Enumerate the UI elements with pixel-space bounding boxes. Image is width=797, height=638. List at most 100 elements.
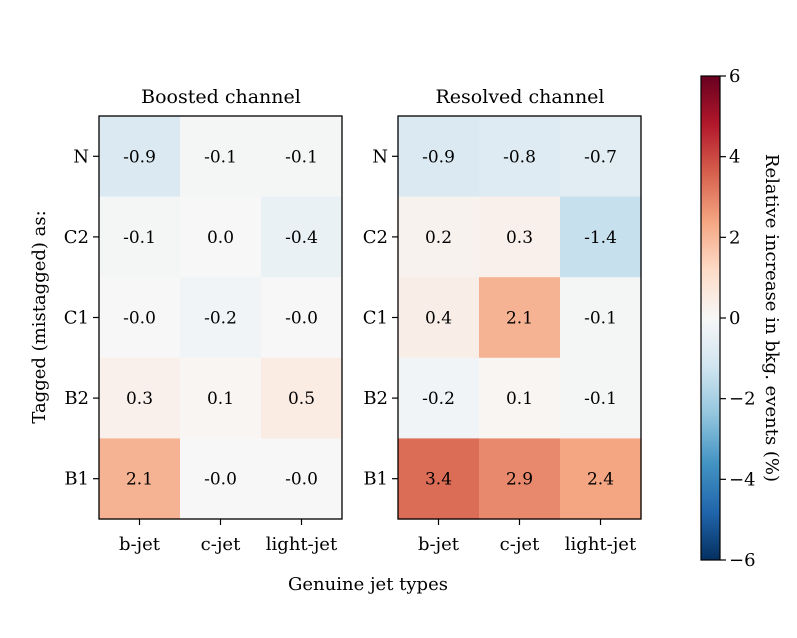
cell-value-label: -0.2: [204, 309, 237, 329]
cell-value-label: -0.1: [285, 147, 318, 167]
boosted-channel-panel: Boosted channel -0.9 -0.1 -0.1-0.1 0.0 -0.4-…: [64, 86, 343, 555]
heatmap-cell: [180, 196, 262, 278]
colorbar-tick-label: 6: [729, 66, 740, 87]
colorbar-tick-label: −2: [729, 389, 756, 410]
heatmap-cell: [180, 438, 262, 520]
cell-value-label: -0.1: [584, 309, 617, 329]
heatmap-cell: [398, 116, 480, 198]
boosted-panel-title: Boosted channel: [141, 86, 301, 108]
heatmap-cell: [261, 116, 343, 198]
x-tick-label: light-jet: [565, 534, 637, 555]
colorbar-fill: [701, 76, 720, 560]
cell-value-label: 2.9: [506, 470, 533, 490]
x-axis-label: Genuine jet types: [288, 574, 448, 595]
cell-value-label: -0.9: [123, 147, 156, 167]
colorbar-label: Relative increase in bkg. events (%): [761, 154, 782, 482]
heatmap-cell: [479, 196, 561, 278]
y-tick-label: C1: [64, 308, 89, 329]
x-tick-label: b-jet: [119, 534, 161, 555]
boosted-cells: -0.9 -0.1 -0.1 -0.1 0.0 -0.4 -0.0 -0.2 -0.0 0.3 0.…: [99, 116, 343, 520]
heatmap-cell: [560, 357, 642, 439]
heatmap-cell: [560, 116, 642, 198]
y-tick-label: C1: [363, 308, 388, 329]
cell-value-label: 0.3: [126, 389, 153, 409]
heatmap-cell: [479, 277, 561, 359]
heatmap-cell: [479, 357, 561, 439]
cell-value-label: -0.2: [422, 389, 455, 409]
cell-value-label: 3.4: [425, 470, 452, 490]
heatmap-cell: [560, 196, 642, 278]
heatmap-cell: [560, 438, 642, 520]
heatmap-cell: [99, 196, 181, 278]
y-tick-label: B2: [64, 388, 89, 409]
cell-value-label: 0.4: [425, 309, 452, 329]
heatmap-cell: [99, 277, 181, 359]
cell-value-label: 2.1: [126, 470, 153, 490]
heatmap-cell: [479, 438, 561, 520]
heatmap-cell: [261, 357, 343, 439]
heatmap-cell: [560, 277, 642, 359]
x-tick-label: b-jet: [418, 534, 460, 555]
heatmap-cell: [99, 438, 181, 520]
cell-value-label: 0.0: [207, 228, 234, 248]
heatmap-cell: [398, 277, 480, 359]
cell-value-label: 2.1: [506, 309, 533, 329]
heatmap-cell: [398, 438, 480, 520]
colorbar-tick-label: −6: [729, 550, 756, 571]
boosted-y-ticks: N C2 C1 B2 B1: [64, 146, 99, 490]
cell-value-label: -0.1: [204, 147, 237, 167]
colorbar-tick-label: 2: [729, 227, 740, 248]
y-tick-label: B1: [64, 469, 89, 490]
x-tick-label: c-jet: [201, 534, 241, 555]
y-tick-label: N: [73, 146, 89, 167]
colorbar-tick-label: 0: [729, 308, 740, 329]
heatmap-cell: [180, 357, 262, 439]
heatmap-cell: [398, 357, 480, 439]
resolved-cells: -0.9 -0.8 -0.7 0.2 0.3 -1.4 0.4 2.1 -0.1 -0.2 0.1 -…: [398, 116, 642, 520]
boosted-x-ticks: b-jet c-jet light-jet: [119, 519, 338, 555]
y-tick-label: B1: [363, 469, 388, 490]
heatmap-cell: [479, 116, 561, 198]
cell-value-label: -0.8: [503, 147, 536, 167]
cell-value-label: 0.1: [506, 389, 533, 409]
cell-value-label: -0.9: [422, 147, 455, 167]
y-axis-label: Tagged (mistagged) as:: [29, 210, 50, 423]
colorbar-tick-label: 4: [729, 147, 740, 168]
cell-value-label: 0.1: [207, 389, 234, 409]
y-tick-label: N: [372, 146, 388, 167]
colorbar-ticks: 6 4 2 0 −2 −4 −6: [720, 66, 756, 571]
heatmap-cell: [180, 277, 262, 359]
cell-value-label: 2.4: [587, 470, 614, 490]
colorbar: 6 4 2 0 −2 −4 −6 Relative increase in bkg. eve…: [700, 66, 782, 571]
colorbar-tick-label: −4: [729, 469, 756, 490]
heatmap-cell: [261, 438, 343, 520]
heatmap-cell: [99, 357, 181, 439]
cell-value-label: -0.0: [123, 309, 156, 329]
x-tick-label: c-jet: [500, 534, 540, 555]
resolved-y-ticks: N C2 C1 B2 B1: [363, 146, 398, 490]
cell-value-label: -0.4: [285, 228, 318, 248]
cell-value-label: 0.3: [506, 228, 533, 248]
cell-value-label: -0.1: [123, 228, 156, 248]
y-tick-label: B2: [363, 388, 388, 409]
heatmap-cell: [180, 116, 262, 198]
resolved-panel-title: Resolved channel: [436, 86, 605, 108]
cell-value-label: -0.0: [285, 470, 318, 490]
heatmap-cell: [398, 196, 480, 278]
cell-value-label: -0.7: [584, 147, 617, 167]
cell-value-label: -0.0: [204, 470, 237, 490]
cell-value-label: -0.1: [584, 389, 617, 409]
heatmap-cell: [261, 277, 343, 359]
cell-value-label: 0.5: [288, 389, 315, 409]
resolved-x-ticks: b-jet c-jet light-jet: [418, 519, 637, 555]
x-tick-label: light-jet: [266, 534, 338, 555]
y-tick-label: C2: [363, 227, 388, 248]
cell-value-label: -1.4: [584, 228, 617, 248]
y-tick-label: C2: [64, 227, 89, 248]
heatmap-cell: [99, 116, 181, 198]
cell-value-label: 0.2: [425, 228, 452, 248]
heatmap-cell: [261, 196, 343, 278]
resolved-channel-panel: Resolved channel -0.9 -0.8 -0.7 0.2 0.3 -1.4 0…: [363, 86, 642, 555]
cell-value-label: -0.0: [285, 309, 318, 329]
